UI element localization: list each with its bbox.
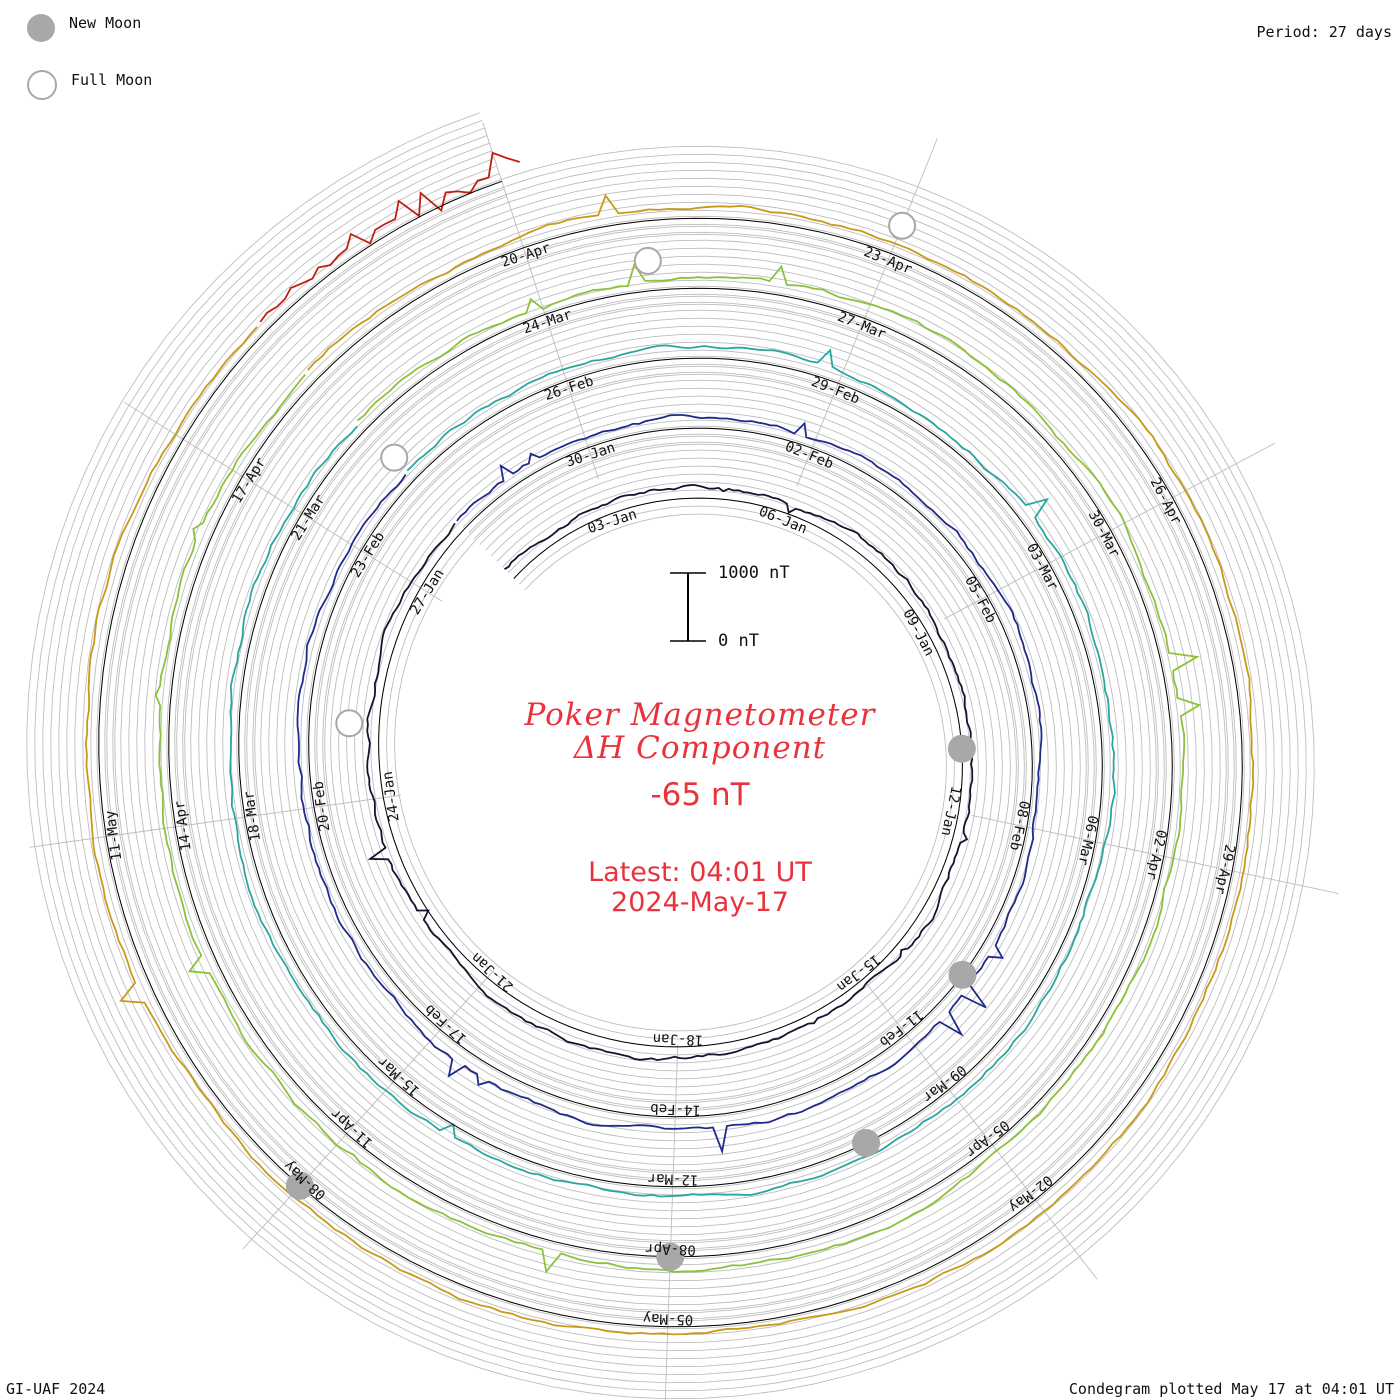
date-tick-label: 08-Apr (645, 1240, 696, 1258)
grid-spoke (866, 983, 1098, 1280)
trace-rotation-4 (154, 262, 1202, 1274)
grid-spiral (74, 157, 1267, 1352)
baseline-spiral (98, 180, 1243, 1328)
trace-rotation-1 (366, 483, 974, 1062)
date-tick-label: 15-Jan (833, 951, 883, 995)
new-moon-marker (656, 1242, 685, 1271)
trace-rotation-5 (84, 193, 1255, 1336)
credit-label: GI-UAF 2024 (6, 1380, 106, 1398)
date-tick-label: 23-Feb (348, 529, 388, 580)
full-moon-label: Full Moon (71, 71, 153, 89)
date-tick-label: 27-Jan (407, 566, 447, 617)
date-tick-label: 20-Feb (311, 780, 334, 832)
grid-spiral (90, 173, 1251, 1336)
date-tick-label: 05-Feb (961, 574, 999, 626)
grid-spoke (242, 970, 495, 1250)
date-tick-label: 14-Feb (650, 1100, 701, 1118)
date-tick-label: 18-Mar (241, 790, 264, 842)
legend-full-moon: Full Moon (27, 70, 152, 100)
scale-bottom-label: 0 nT (718, 631, 759, 651)
chart-subtitle: ΔH Component (573, 730, 827, 766)
new-moon-icon (27, 14, 55, 42)
grid-spiral (82, 165, 1259, 1344)
plotted-label: Condegram plotted May 17 at 04:01 UT (1068, 1380, 1394, 1398)
date-tick-label: 08-Feb (1006, 799, 1032, 852)
date-tick-label: 06-Mar (1074, 814, 1100, 867)
trace-rotation-2 (296, 414, 1043, 1155)
full-moon-marker (633, 246, 662, 275)
date-tick-label: 18-Jan (652, 1030, 703, 1048)
date-tick-label: 02-Apr (1143, 828, 1169, 881)
date-tick-label: 02-Feb (783, 439, 836, 473)
date-tick-label: 12-Mar (648, 1170, 699, 1188)
trace-rotation-3 (229, 344, 1116, 1198)
date-tick-label: 09-Mar (919, 1061, 969, 1105)
grid-spiral (106, 188, 1235, 1320)
date-tick-label: 29-Apr (1211, 843, 1237, 896)
trace-rotation-6 (259, 151, 520, 323)
latest-time: Latest: 04:01 UT 2024-May-17 (400, 858, 1000, 918)
date-tick-label: 09-Jan (899, 607, 937, 659)
date-tick-label: 05-May (642, 1310, 693, 1328)
date-tick-label: 15-Mar (375, 1053, 423, 1099)
grid-spiral (66, 150, 1275, 1360)
date-tick-label: 30-Mar (1085, 508, 1123, 560)
new-moon-marker (947, 734, 976, 763)
date-tick-label: 21-Jan (468, 949, 516, 995)
date-tick-label: 14-Apr (172, 800, 195, 852)
new-moon-label: New Moon (69, 14, 142, 32)
grid-spiral (34, 119, 1307, 1392)
grid-spiral (58, 142, 1283, 1368)
new-moon-marker (852, 1129, 881, 1158)
legend-new-moon: New Moon (27, 14, 141, 42)
grid-spoke (664, 1044, 679, 1400)
grid-spiral (114, 196, 1227, 1312)
new-moon-marker (285, 1171, 314, 1200)
grid-spoke (943, 442, 1276, 620)
current-value: -65 nT (650, 777, 750, 813)
grid-spiral (50, 135, 1291, 1376)
radial-spokes (29, 122, 1339, 1400)
moon-markers (285, 211, 977, 1271)
grid-spiral (26, 112, 1315, 1400)
date-tick-label: 03-Jan (586, 506, 639, 537)
grid-spoke (796, 138, 938, 487)
new-moon-marker (948, 960, 977, 989)
grid-spoke (482, 122, 599, 480)
latest-time-label: Latest: 04:01 UT (588, 857, 812, 888)
date-tick-label: 11-May (102, 809, 125, 861)
date-tick-label: 06-Jan (756, 504, 809, 538)
date-tick-label: 23-Apr (861, 244, 914, 278)
grid-spoke (29, 794, 401, 848)
date-tick-label: 05-Apr (962, 1116, 1012, 1160)
full-moon-icon (27, 70, 57, 100)
date-tick-label: 24-Jan (380, 770, 403, 822)
full-moon-marker (335, 709, 364, 738)
data-traces (84, 151, 1255, 1336)
date-tick-label: 27-Mar (835, 309, 888, 343)
scale-bar (670, 572, 706, 642)
grid-spoke (123, 402, 443, 602)
period-label: Period: 27 days (1256, 23, 1392, 41)
full-moon-marker (380, 443, 409, 472)
latest-date-label: 2024-May-17 (611, 887, 789, 918)
full-moon-marker (888, 211, 917, 240)
baselines (98, 180, 1243, 1328)
scale-top-label: 1000 nT (718, 563, 790, 583)
chart-title: Poker Magnetometer (524, 697, 876, 733)
grid-spiral (42, 127, 1299, 1384)
